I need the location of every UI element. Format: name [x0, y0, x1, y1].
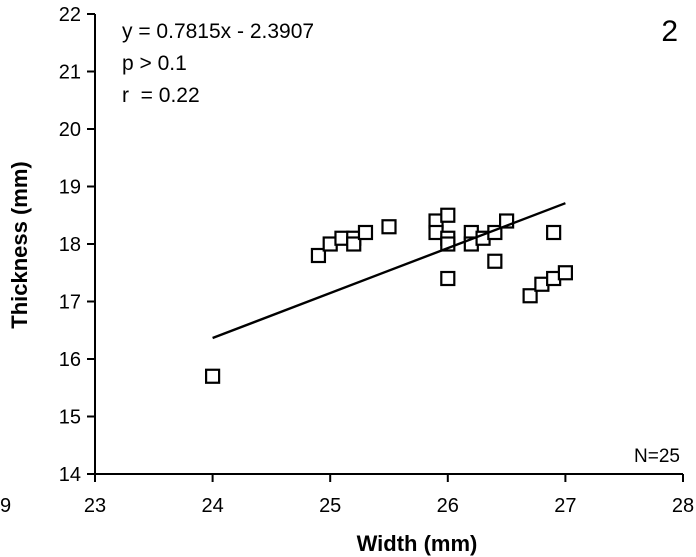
x-axis-title: Width (mm) — [357, 531, 478, 556]
data-point — [381, 219, 397, 235]
data-points — [205, 207, 574, 384]
panel-label: 2 — [661, 15, 678, 48]
data-point — [522, 288, 538, 304]
r-value-annotation: r = 0.22 — [122, 84, 200, 107]
fit-line-group — [212, 202, 566, 340]
y-tick-label: 14 — [59, 464, 81, 486]
y-tick-label: 17 — [59, 292, 81, 314]
data-point — [440, 270, 456, 287]
ticks: 23 24 25 26 27 28 14 15 16 17 18 19 20 21 22 — [59, 4, 694, 517]
data-point — [487, 253, 503, 269]
data-point — [205, 368, 221, 384]
data-point — [546, 224, 562, 241]
clipped-x-tick-label: 9 — [0, 495, 11, 517]
equation-annotation: y = 0.7815x - 2.3907 — [122, 20, 314, 43]
y-tick-label: 20 — [59, 119, 81, 141]
y-tick-label: 22 — [59, 4, 81, 26]
x-tick-label: 26 — [437, 495, 459, 517]
n-count-label: N=25 — [634, 446, 680, 467]
y-tick-label: 21 — [59, 62, 81, 84]
regression-line — [212, 202, 566, 340]
y-axis-title: Thickness (mm) — [7, 161, 32, 329]
x-tick-label: 28 — [672, 495, 694, 517]
x-tick-label: 23 — [84, 495, 106, 517]
y-tick-label: 15 — [59, 407, 81, 429]
x-tick-label: 24 — [201, 495, 223, 517]
data-point — [310, 247, 327, 264]
data-point — [357, 224, 374, 241]
data-point — [557, 265, 574, 281]
y-tick-label: 19 — [59, 177, 81, 199]
data-point — [440, 207, 456, 223]
data-point — [346, 236, 362, 252]
y-tick-label: 16 — [59, 349, 81, 371]
axes — [94, 14, 683, 475]
y-tick-label: 18 — [59, 234, 81, 256]
p-value-annotation: p > 0.1 — [122, 52, 187, 75]
x-tick-label: 27 — [554, 495, 576, 517]
x-tick-label: 25 — [319, 495, 341, 517]
